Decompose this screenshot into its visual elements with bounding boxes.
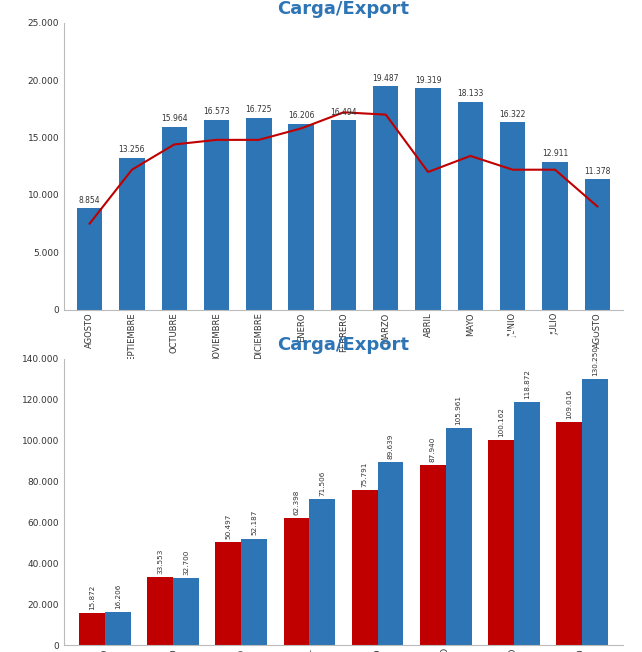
Bar bbox=[119, 158, 144, 310]
Text: 62.398: 62.398 bbox=[293, 489, 299, 514]
Bar bbox=[415, 88, 441, 310]
Bar bbox=[241, 539, 267, 645]
Title: Carga/Export: Carga/Export bbox=[277, 336, 410, 354]
Bar bbox=[173, 578, 199, 645]
Bar bbox=[542, 162, 568, 310]
Text: 52.187: 52.187 bbox=[251, 510, 257, 535]
Bar bbox=[162, 126, 187, 310]
Text: 8.854: 8.854 bbox=[79, 196, 100, 205]
Bar bbox=[458, 102, 483, 310]
Text: 13.256: 13.256 bbox=[119, 145, 145, 154]
Bar bbox=[105, 612, 131, 645]
Text: 33.553: 33.553 bbox=[157, 548, 163, 574]
Text: 118.872: 118.872 bbox=[524, 369, 530, 399]
Text: 109.016: 109.016 bbox=[566, 389, 572, 419]
Text: 16.206: 16.206 bbox=[115, 584, 121, 609]
Text: 16.725: 16.725 bbox=[246, 106, 272, 114]
Text: 19.319: 19.319 bbox=[415, 76, 441, 85]
Text: 16.206: 16.206 bbox=[288, 111, 315, 120]
Bar bbox=[446, 428, 471, 645]
Text: Acumulado 202: Acumulado 202 bbox=[508, 327, 629, 341]
Text: 130.250: 130.250 bbox=[592, 346, 598, 376]
Text: 16.573: 16.573 bbox=[204, 107, 230, 116]
Text: 71.506: 71.506 bbox=[319, 471, 325, 496]
Bar bbox=[216, 542, 241, 645]
Bar bbox=[514, 402, 540, 645]
Text: 105.961: 105.961 bbox=[456, 395, 462, 425]
Title: Carga/Export: Carga/Export bbox=[277, 1, 410, 18]
Text: 12.911: 12.911 bbox=[542, 149, 568, 158]
Bar bbox=[488, 440, 514, 645]
Text: 15.872: 15.872 bbox=[89, 584, 95, 610]
Text: 19.487: 19.487 bbox=[372, 74, 399, 83]
Bar bbox=[288, 124, 314, 310]
Text: 100.162: 100.162 bbox=[498, 407, 504, 437]
Text: 50.497: 50.497 bbox=[225, 514, 231, 539]
Text: 18.133: 18.133 bbox=[457, 89, 483, 98]
Legend: Atual, Anterior: Atual, Anterior bbox=[243, 438, 355, 454]
Text: 15.964: 15.964 bbox=[161, 114, 187, 123]
Text: 16.494: 16.494 bbox=[330, 108, 357, 117]
Text: 16.322: 16.322 bbox=[499, 110, 526, 119]
Bar bbox=[79, 613, 105, 645]
Bar bbox=[377, 462, 403, 645]
Text: 11.378: 11.378 bbox=[584, 167, 611, 175]
Bar bbox=[309, 499, 335, 645]
Bar bbox=[582, 379, 608, 645]
Bar bbox=[246, 118, 272, 310]
Bar bbox=[204, 119, 229, 310]
Bar bbox=[420, 466, 446, 645]
Bar bbox=[284, 518, 309, 645]
Text: 75.791: 75.791 bbox=[361, 462, 368, 487]
Text: 32.700: 32.700 bbox=[183, 550, 189, 576]
Bar bbox=[556, 422, 582, 645]
Bar bbox=[373, 86, 399, 310]
Bar bbox=[585, 179, 610, 310]
Bar bbox=[77, 208, 102, 310]
Text: 87.940: 87.940 bbox=[429, 437, 436, 462]
Bar bbox=[352, 490, 377, 645]
Bar bbox=[500, 123, 525, 310]
Text: 89.639: 89.639 bbox=[388, 434, 394, 459]
Bar bbox=[331, 121, 356, 310]
Bar bbox=[147, 577, 173, 645]
